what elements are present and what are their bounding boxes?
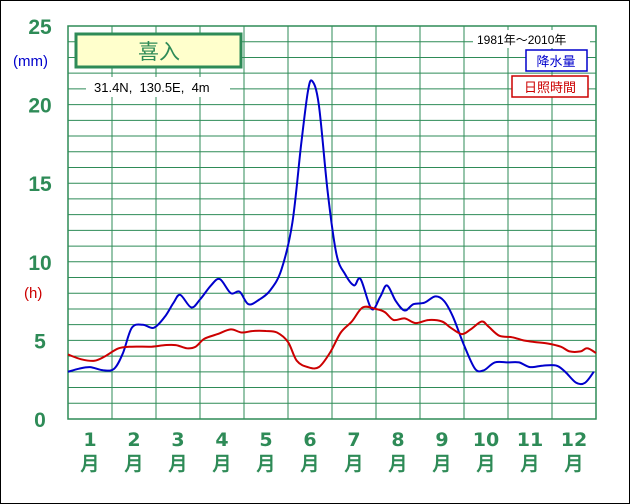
x-tick-label-suffix: 月 bbox=[167, 453, 187, 475]
legend-precip-box bbox=[525, 49, 588, 72]
x-tick-label-suffix: 月 bbox=[343, 453, 363, 475]
y-tick-label: 25 bbox=[28, 16, 52, 39]
x-tick-label: 4 bbox=[215, 429, 228, 451]
x-tick-label: 7 bbox=[347, 429, 360, 451]
y-tick-label: 15 bbox=[28, 173, 52, 196]
x-tick-label-suffix: 月 bbox=[299, 453, 319, 475]
legend-sun-box bbox=[511, 75, 589, 98]
x-tick-label: 9 bbox=[435, 429, 448, 451]
station-name: 喜入 bbox=[138, 40, 180, 64]
x-tick-label-suffix: 月 bbox=[431, 453, 451, 475]
y-unit-h: (h) bbox=[24, 285, 42, 302]
legend-sun-label: 日照時間 bbox=[524, 81, 576, 96]
x-tick-label-suffix: 月 bbox=[475, 453, 495, 475]
sunshine-line bbox=[67, 305, 597, 370]
series-layer bbox=[67, 79, 597, 386]
x-tick-label: 6 bbox=[303, 429, 316, 451]
x-tick-label-suffix: 月 bbox=[79, 453, 99, 475]
y-tick-label: 0 bbox=[34, 409, 46, 432]
x-tick-label: 8 bbox=[391, 429, 404, 451]
x-tick-label: 12 bbox=[561, 429, 587, 451]
x-tick-label: 2 bbox=[127, 429, 140, 451]
y-tick-label: 10 bbox=[28, 252, 51, 275]
period-label: 1981年～2010年 bbox=[477, 33, 566, 47]
y-tick-label: 5 bbox=[34, 330, 46, 353]
y-tick-label: 20 bbox=[28, 95, 51, 118]
station-label-box bbox=[74, 32, 243, 69]
x-tick-label-suffix: 月 bbox=[255, 453, 275, 475]
x-tick-label: 11 bbox=[517, 429, 543, 451]
x-tick-label-suffix: 月 bbox=[387, 453, 407, 475]
x-tick-label-suffix: 月 bbox=[519, 453, 539, 475]
x-tick-label: 3 bbox=[171, 429, 184, 451]
precipitation-line bbox=[67, 79, 595, 386]
y-tick-labels: 0 5 10 15 20 25 bbox=[28, 16, 52, 432]
x-tick-label: 10 bbox=[473, 429, 499, 451]
coord-box bbox=[86, 77, 230, 97]
x-tick-label: 1 bbox=[83, 429, 96, 451]
x-tick-label-suffix: 月 bbox=[211, 453, 231, 475]
x-tick-label-suffix: 月 bbox=[123, 453, 143, 475]
legend-precip-label: 降水量 bbox=[536, 55, 575, 70]
x-tick-label-suffix: 月 bbox=[563, 453, 583, 475]
period-box bbox=[473, 30, 590, 48]
x-tick-label: 5 bbox=[259, 429, 272, 451]
y-unit-mm: (mm) bbox=[13, 53, 48, 70]
station-coordinates: 31.4N, 130.5E, 4m bbox=[94, 80, 210, 95]
